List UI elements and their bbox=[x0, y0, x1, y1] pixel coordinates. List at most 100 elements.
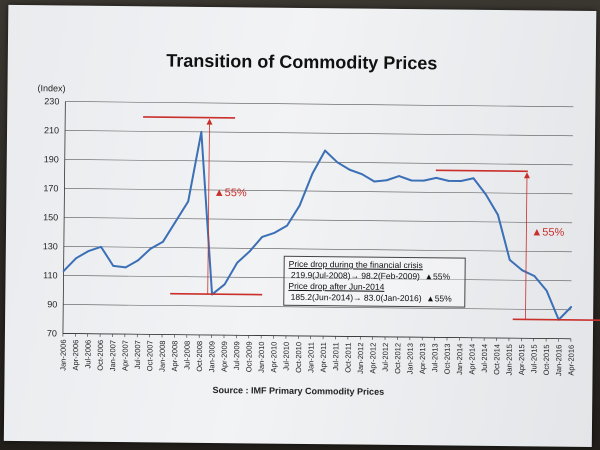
x-tick-label: Apr-2007 bbox=[120, 340, 129, 371]
data-point bbox=[410, 179, 413, 182]
gridline bbox=[63, 246, 572, 253]
x-tick-label: Apr-2014 bbox=[467, 344, 476, 375]
x-axis bbox=[62, 333, 571, 340]
x-tick-label: Oct-2006 bbox=[96, 340, 105, 371]
x-tick-label: Jan-2015 bbox=[505, 344, 514, 375]
x-tick-label: Oct-2015 bbox=[542, 344, 551, 375]
data-point bbox=[298, 204, 301, 207]
data-point bbox=[435, 176, 438, 179]
x-tick-label: Apr-2012 bbox=[368, 343, 377, 374]
drop-percent-label: ▲55% bbox=[214, 187, 247, 199]
data-point bbox=[223, 283, 226, 286]
y-tick-label: 130 bbox=[43, 241, 58, 251]
y-tick-label: 230 bbox=[44, 96, 59, 106]
drop-arrow-shaft bbox=[525, 177, 528, 320]
data-point bbox=[248, 250, 251, 253]
data-point bbox=[174, 220, 177, 223]
data-point bbox=[373, 180, 376, 183]
data-point bbox=[447, 179, 450, 182]
data-point bbox=[124, 266, 127, 269]
gridline bbox=[63, 304, 572, 311]
x-tick-label: Jul-2012 bbox=[381, 343, 390, 372]
data-point bbox=[570, 305, 573, 308]
data-point bbox=[149, 247, 152, 250]
drop-arrow-head bbox=[206, 118, 213, 125]
data-point bbox=[496, 213, 499, 216]
x-tick-label: Jul-2011 bbox=[331, 342, 340, 370]
note-2014-values: 185.2(Jun-2014)→ 83.0(Jan-2016) bbox=[290, 291, 422, 304]
x-tick-label: Apr-2010 bbox=[269, 342, 278, 373]
data-point bbox=[508, 258, 511, 261]
x-tick-label: Apr-2006 bbox=[71, 340, 80, 371]
x-tick-label: Jan-2010 bbox=[257, 341, 266, 372]
data-point bbox=[87, 250, 90, 252]
data-point bbox=[324, 149, 326, 152]
y-tick-label: 190 bbox=[44, 154, 59, 164]
x-tick-label: Oct-2011 bbox=[344, 342, 353, 372]
series-line bbox=[62, 130, 572, 321]
x-tick-label: Oct-2008 bbox=[195, 341, 204, 372]
data-point bbox=[137, 259, 139, 262]
peak-marker-line bbox=[435, 169, 528, 173]
note-line-2014-values: 185.2(Jun-2014)→ 83.0(Jan-2016) ▲55% bbox=[288, 292, 460, 305]
x-tick-label: Apr-2008 bbox=[170, 341, 179, 372]
y-tick-label: 150 bbox=[43, 212, 58, 222]
data-point bbox=[162, 240, 164, 243]
x-tick-label: Apr-2009 bbox=[220, 341, 229, 372]
x-tick-label: Oct-2010 bbox=[294, 342, 303, 373]
data-point bbox=[460, 180, 462, 182]
y-tick-label: 110 bbox=[43, 270, 57, 280]
data-point bbox=[398, 175, 401, 177]
drop-arrow-head bbox=[523, 172, 530, 179]
data-point bbox=[348, 168, 351, 171]
data-point bbox=[521, 269, 523, 272]
data-point bbox=[112, 264, 115, 267]
price-drop-note: Price drop during the financial crisis 2… bbox=[283, 255, 466, 308]
data-point bbox=[200, 130, 203, 133]
x-tick-label: Oct-2009 bbox=[244, 341, 253, 372]
x-tick-label: Oct-2014 bbox=[492, 344, 501, 375]
x-tick-label: Apr-2016 bbox=[567, 345, 576, 376]
data-point bbox=[273, 231, 276, 234]
data-point bbox=[187, 200, 190, 203]
data-point bbox=[484, 193, 487, 196]
x-tick-label: Jan-2014 bbox=[455, 344, 464, 375]
y-tick-label: 90 bbox=[47, 299, 57, 309]
data-point bbox=[261, 236, 264, 238]
x-tick-label: Jul-2009 bbox=[232, 341, 241, 370]
note-2014-pct: ▲55% bbox=[426, 293, 452, 304]
printed-page: Transition of Commodity Prices (Index) 7… bbox=[3, 4, 600, 448]
x-tick-label: Oct-2013 bbox=[443, 343, 452, 374]
data-point bbox=[545, 289, 548, 292]
x-tick-label: Jan-2009 bbox=[207, 341, 216, 372]
x-tick-label: Jul-2006 bbox=[83, 340, 92, 369]
chart-figure: Transition of Commodity Prices (Index) 7… bbox=[4, 5, 600, 447]
x-tick-label: Jul-2013 bbox=[430, 343, 439, 372]
data-point bbox=[75, 257, 78, 260]
x-tick-label: Jan-2013 bbox=[405, 343, 414, 374]
data-point bbox=[311, 172, 314, 175]
x-tick-label: Jan-2012 bbox=[356, 343, 365, 374]
x-tick-label: Jul-2007 bbox=[133, 340, 142, 369]
y-tick-label: 170 bbox=[43, 183, 58, 193]
data-point bbox=[385, 179, 388, 182]
data-point bbox=[236, 261, 239, 264]
x-tick-label: Jul-2015 bbox=[529, 344, 538, 373]
gridline bbox=[64, 217, 573, 224]
data-point bbox=[100, 245, 102, 248]
drop-arrow-shaft bbox=[207, 123, 210, 295]
data-point bbox=[472, 177, 475, 180]
x-tick-label: Oct-2012 bbox=[393, 343, 402, 374]
x-tick-label: Jan-2006 bbox=[59, 339, 68, 370]
note-crisis-pct: ▲55% bbox=[424, 271, 451, 282]
gridline bbox=[65, 130, 574, 137]
x-tick-label: Jul-2008 bbox=[182, 341, 191, 370]
y-tick-label: 70 bbox=[47, 328, 57, 338]
x-tick-label: Jan-2016 bbox=[554, 345, 563, 376]
x-tick-label: Jan-2011 bbox=[306, 342, 315, 373]
x-tick-label: Apr-2013 bbox=[418, 343, 427, 374]
x-tick-label: Apr-2011 bbox=[319, 342, 328, 372]
gridline bbox=[65, 101, 574, 108]
x-tick-label: Oct-2007 bbox=[145, 340, 154, 371]
